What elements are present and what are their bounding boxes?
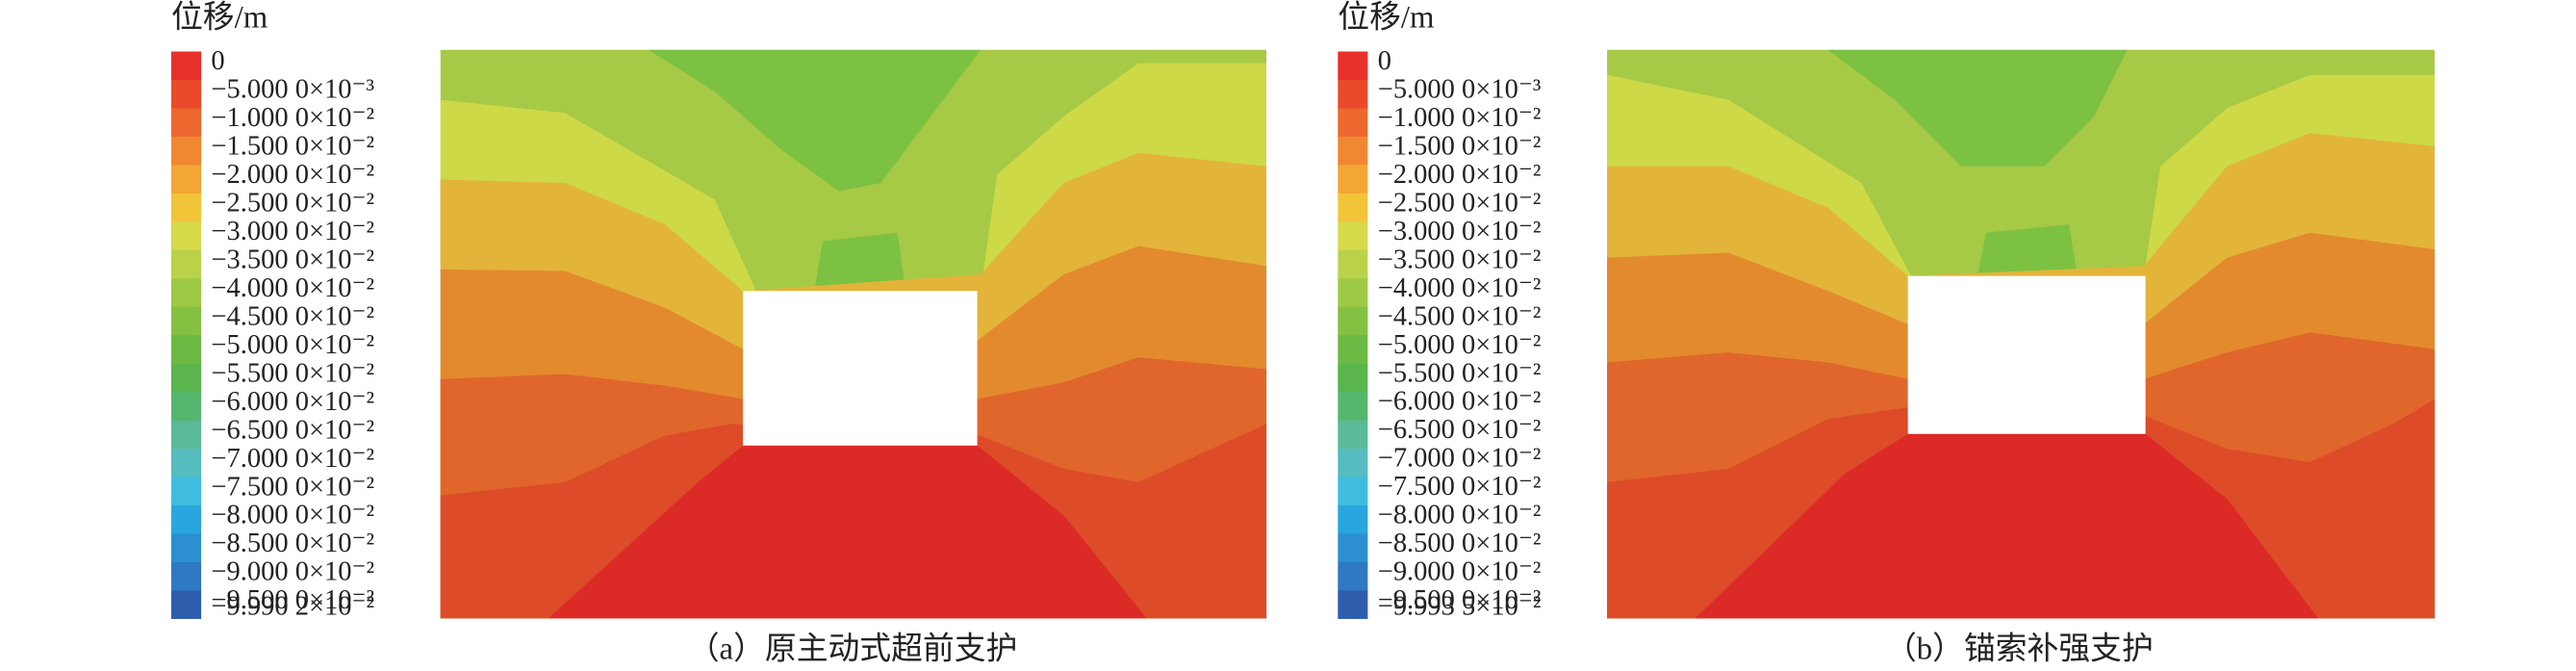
colorbar-label: −4.000 0×10⁻² <box>1378 273 1542 303</box>
colorbar-label: −5.000 0×10⁻² <box>1378 330 1542 360</box>
colorbar-label: −6.500 0×10⁻² <box>211 415 374 445</box>
colorbar-band <box>170 51 202 81</box>
colorbar-band <box>170 335 202 365</box>
colorbar-band <box>170 505 202 535</box>
colorbar-label: −7.500 0×10⁻² <box>1378 472 1542 502</box>
colorbar-label: −3.000 0×10⁻² <box>211 217 374 246</box>
colorbar-label: −2.000 0×10⁻² <box>211 160 374 190</box>
colorbar-label: −5.500 0×10⁻² <box>1378 358 1542 388</box>
colorbar-band <box>1338 504 1368 534</box>
colorbar-band <box>1338 165 1368 194</box>
colorbar-label: −7.500 0×10⁻² <box>211 472 374 502</box>
contour-band <box>548 445 1147 619</box>
colorbar-band <box>170 80 202 110</box>
colorbar-band <box>170 533 202 563</box>
colorbar-label: −4.500 0×10⁻² <box>1378 301 1542 331</box>
contour-panel-b <box>1607 49 2436 619</box>
colorbar-label: −2.500 0×10⁻² <box>1378 188 1542 218</box>
colorbar-band <box>1338 561 1368 591</box>
colorbar-band <box>170 193 202 222</box>
colorbar-title: 位移/m <box>1338 0 1434 35</box>
colorbar-label: −2.500 0×10⁻² <box>211 189 374 219</box>
colorbar-label: −6.000 0×10⁻² <box>211 387 374 417</box>
colorbar-label: −6.000 0×10⁻² <box>1378 387 1542 417</box>
contour-band <box>814 232 906 292</box>
colorbar-band <box>1338 449 1368 478</box>
colorbar-label: −3.000 0×10⁻² <box>1378 217 1542 246</box>
colorbar-label: −9.000 0×10⁻² <box>1378 557 1542 587</box>
colorbar-band <box>170 420 202 450</box>
colorbar-band <box>1338 363 1368 393</box>
colorbar-band <box>1338 533 1368 563</box>
colorbar-label: −8.500 0×10⁻² <box>211 529 374 558</box>
contour-panel-a <box>440 49 1267 619</box>
colorbar-label: −5.000 0×10⁻² <box>211 330 374 360</box>
colorbar-band <box>170 136 202 166</box>
colorbar-band <box>170 108 202 138</box>
colorbar-band <box>170 165 202 194</box>
colorbar-band <box>1338 108 1368 138</box>
colorbar-band <box>170 562 202 592</box>
colorbar-band <box>1338 51 1368 81</box>
colorbar-band <box>1338 136 1368 166</box>
colorbar-band <box>1338 335 1368 365</box>
colorbar-band <box>1338 221 1368 251</box>
colorbar-band <box>170 363 202 393</box>
colorbar-title: 位移/m <box>171 0 268 35</box>
colorbar-label: −4.000 0×10⁻² <box>211 273 374 303</box>
colorbar-band <box>170 306 202 336</box>
colorbar-band <box>1338 477 1368 506</box>
colorbar-label: −3.500 0×10⁻² <box>211 245 374 274</box>
colorbar-label: −8.500 0×10⁻² <box>1378 529 1542 558</box>
colorbar-label: −9.990 2×10⁻² <box>211 592 374 622</box>
colorbar-label: −9.500 0×10⁻² <box>1378 585 1542 615</box>
colorbar-band <box>170 221 202 251</box>
colorbar-label: −7.000 0×10⁻² <box>211 444 374 474</box>
colorbar-band <box>170 477 202 506</box>
colorbar-label: −4.500 0×10⁻² <box>211 301 374 331</box>
colorbar-band <box>1338 249 1368 279</box>
colorbar-label: −1.000 0×10⁻² <box>211 103 374 133</box>
colorbar-band <box>1338 392 1368 422</box>
opening <box>743 291 978 446</box>
colorbar-band <box>170 278 202 308</box>
colorbar-label: −5.000 0×10⁻³ <box>1378 75 1542 105</box>
colorbar-label: 0 <box>1378 46 1391 76</box>
colorbar-band <box>170 590 202 619</box>
colorbar-label: −6.500 0×10⁻² <box>1378 415 1542 445</box>
colorbar-label: −8.000 0×10⁻² <box>211 501 374 530</box>
colorbar-band <box>1338 590 1368 619</box>
panel-caption: （a）原主动式超前支护 <box>688 631 1018 666</box>
colorbar-band <box>1338 420 1368 450</box>
colorbar-label: −1.000 0×10⁻² <box>1378 103 1542 133</box>
colorbar-band <box>170 392 202 422</box>
colorbar-band <box>1338 278 1368 308</box>
colorbar-label: 0 <box>211 46 224 76</box>
colorbar-label: −9.993 5×10⁻² <box>1378 592 1542 622</box>
colorbar-label: −9.500 0×10⁻² <box>211 585 374 615</box>
colorbar-label: −1.500 0×10⁻² <box>211 132 374 162</box>
colorbar-label: −3.500 0×10⁻² <box>1378 245 1542 274</box>
colorbar-band <box>1338 306 1368 336</box>
colorbar-band <box>170 449 202 478</box>
colorbar-band <box>1338 193 1368 222</box>
colorbar-label: −2.000 0×10⁻² <box>1378 160 1542 190</box>
panel-caption: （b）锚索补强支护 <box>1885 631 2154 666</box>
colorbar-label: −7.000 0×10⁻² <box>1378 444 1542 474</box>
contour-band <box>1695 433 2319 619</box>
colorbar-band <box>170 249 202 279</box>
contour-band <box>648 49 982 192</box>
colorbar-label: −1.500 0×10⁻² <box>1378 132 1542 162</box>
colorbar-band <box>1338 79 1368 109</box>
opening <box>1907 275 2146 434</box>
colorbar-label: −8.000 0×10⁻² <box>1378 501 1542 530</box>
colorbar-label: −9.000 0×10⁻² <box>211 557 374 587</box>
contour-band <box>1977 224 2078 276</box>
colorbar-label: −5.500 0×10⁻² <box>211 358 374 388</box>
contour-band <box>1827 49 2128 167</box>
colorbar-label: −5.000 0×10⁻³ <box>211 75 374 105</box>
